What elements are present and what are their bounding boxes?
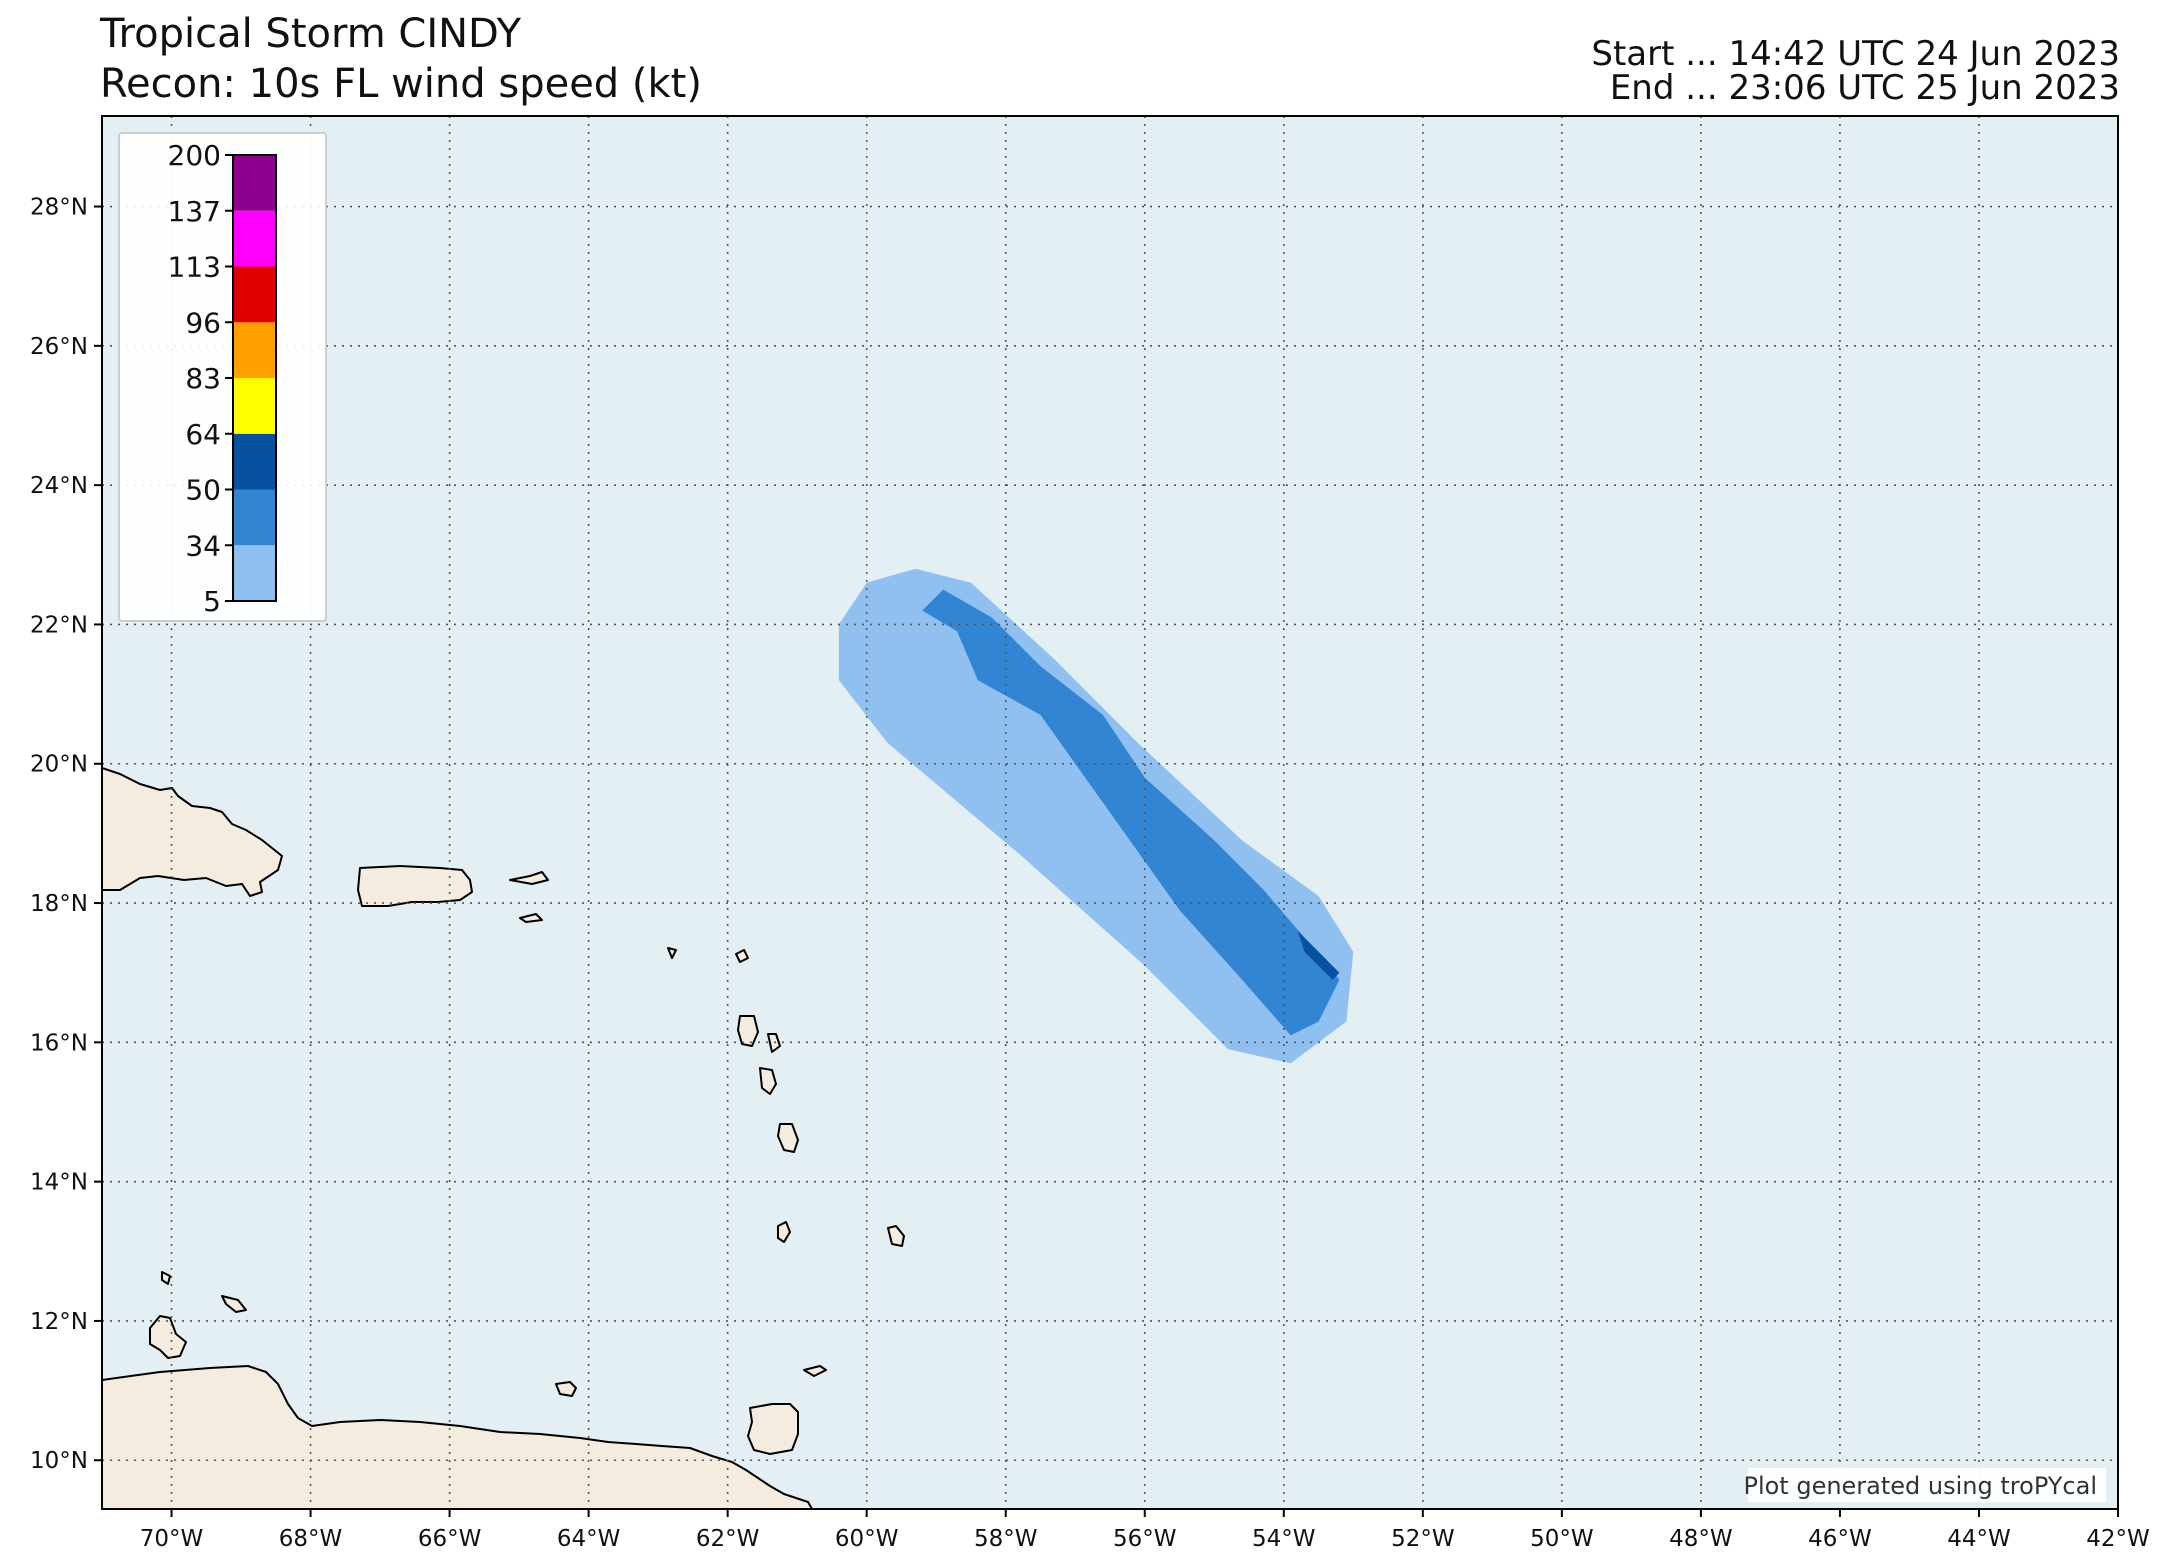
colorbar-label: 64 — [185, 418, 221, 451]
grenada — [777, 1221, 791, 1243]
hispaniola — [102, 767, 283, 897]
st-kitts — [667, 947, 677, 959]
colorbar-label: 83 — [185, 362, 221, 395]
aruba — [161, 1271, 171, 1285]
lon-tick-label: 54°W — [1252, 1526, 1316, 1552]
swath-50kt — [922, 589, 1340, 1036]
lat-tick-label: 24°N — [30, 473, 88, 499]
st-lucia — [777, 1123, 799, 1153]
land-layer — [102, 767, 905, 1509]
lon-tick-label: 42°W — [2086, 1526, 2150, 1552]
colorbar-bin — [233, 545, 276, 601]
gridlines — [102, 116, 2118, 1509]
map-frame — [101, 115, 2119, 1510]
lon-tick-label: 66°W — [418, 1526, 482, 1552]
start-time: Start ... 14:42 UTC 24 Jun 2023 — [1591, 34, 2120, 74]
lon-tick-label: 56°W — [1113, 1526, 1177, 1552]
lon-tick-label: 50°W — [1530, 1526, 1594, 1552]
virgin-islands — [509, 871, 549, 885]
colorbar: 5 34 50 64 83 96 113 137 200 — [118, 132, 327, 622]
trinidad — [747, 1403, 799, 1455]
lon-tick-label: 58°W — [974, 1526, 1038, 1552]
south-america-coast — [102, 1365, 813, 1509]
lat-tick-label: 26°N — [30, 334, 88, 360]
credit-text: Plot generated using troPYcal — [1743, 1472, 2097, 1500]
lat-tick-label: 22°N — [30, 612, 88, 638]
colorbar-label: 50 — [185, 474, 221, 507]
colorbar-bin — [233, 210, 276, 267]
credit-background — [1748, 1468, 2106, 1502]
colorbar-label: 34 — [185, 529, 221, 562]
colorbar-bin — [233, 322, 276, 378]
wind-swath — [838, 568, 1354, 1064]
product-subtitle: Recon: 10s FL wind speed (kt) — [100, 61, 702, 107]
lat-tick-label: 10°N — [30, 1448, 88, 1474]
colorbar-label-top: 200 — [168, 139, 221, 172]
guadeloupe — [737, 1015, 759, 1047]
lat-tick-label: 20°N — [30, 752, 88, 778]
tobago — [803, 1365, 827, 1377]
lon-tick-label: 44°W — [1947, 1526, 2011, 1552]
lon-tick-label: 62°W — [696, 1526, 760, 1552]
lon-tick-label: 46°W — [1808, 1526, 1872, 1552]
colorbar-label: 96 — [185, 306, 221, 339]
colorbar-label: 137 — [168, 195, 221, 228]
puerto-rico — [357, 865, 473, 907]
antigua — [735, 949, 749, 963]
storm-title: Tropical Storm CINDY — [100, 11, 522, 57]
lon-tick-label: 60°W — [835, 1526, 899, 1552]
lon-tick-label: 64°W — [557, 1526, 621, 1552]
paraguana — [149, 1315, 187, 1359]
margarita — [555, 1381, 577, 1397]
lon-tick-labels: 70°W 68°W 66°W 64°W 62°W 60°W 58°W 56°W 54°W 52°W… — [140, 1509, 2150, 1552]
lon-tick-label: 48°W — [1669, 1526, 1733, 1552]
lon-tick-label: 68°W — [279, 1526, 343, 1552]
lat-tick-label: 16°N — [30, 1030, 88, 1056]
colorbar-label: 5 — [203, 585, 221, 618]
end-time: End ... 23:06 UTC 25 Jun 2023 — [1609, 68, 2120, 108]
curacao — [221, 1295, 247, 1313]
colorbar-bin — [233, 155, 276, 211]
barbados — [887, 1225, 905, 1247]
lat-tick-labels: 10°N 12°N 14°N 16°N 18°N 20°N 22°N 24°N 26°N 28°N — [30, 195, 102, 1474]
lon-tick-label: 70°W — [140, 1526, 204, 1552]
lat-tick-label: 12°N — [30, 1309, 88, 1335]
martinique — [759, 1067, 777, 1095]
colorbar-background — [118, 132, 327, 622]
lat-tick-label: 28°N — [30, 195, 88, 221]
lat-tick-label: 18°N — [30, 891, 88, 917]
colorbar-bin — [233, 489, 276, 546]
colorbar-bin — [233, 266, 276, 323]
colorbar-bin — [233, 378, 276, 434]
lat-tick-label: 14°N — [30, 1170, 88, 1196]
lon-tick-label: 52°W — [1391, 1526, 1455, 1552]
st-croix — [519, 913, 543, 923]
colorbar-bin — [233, 433, 276, 490]
swath-64kt — [1297, 930, 1340, 980]
colorbar-label: 113 — [168, 251, 221, 284]
